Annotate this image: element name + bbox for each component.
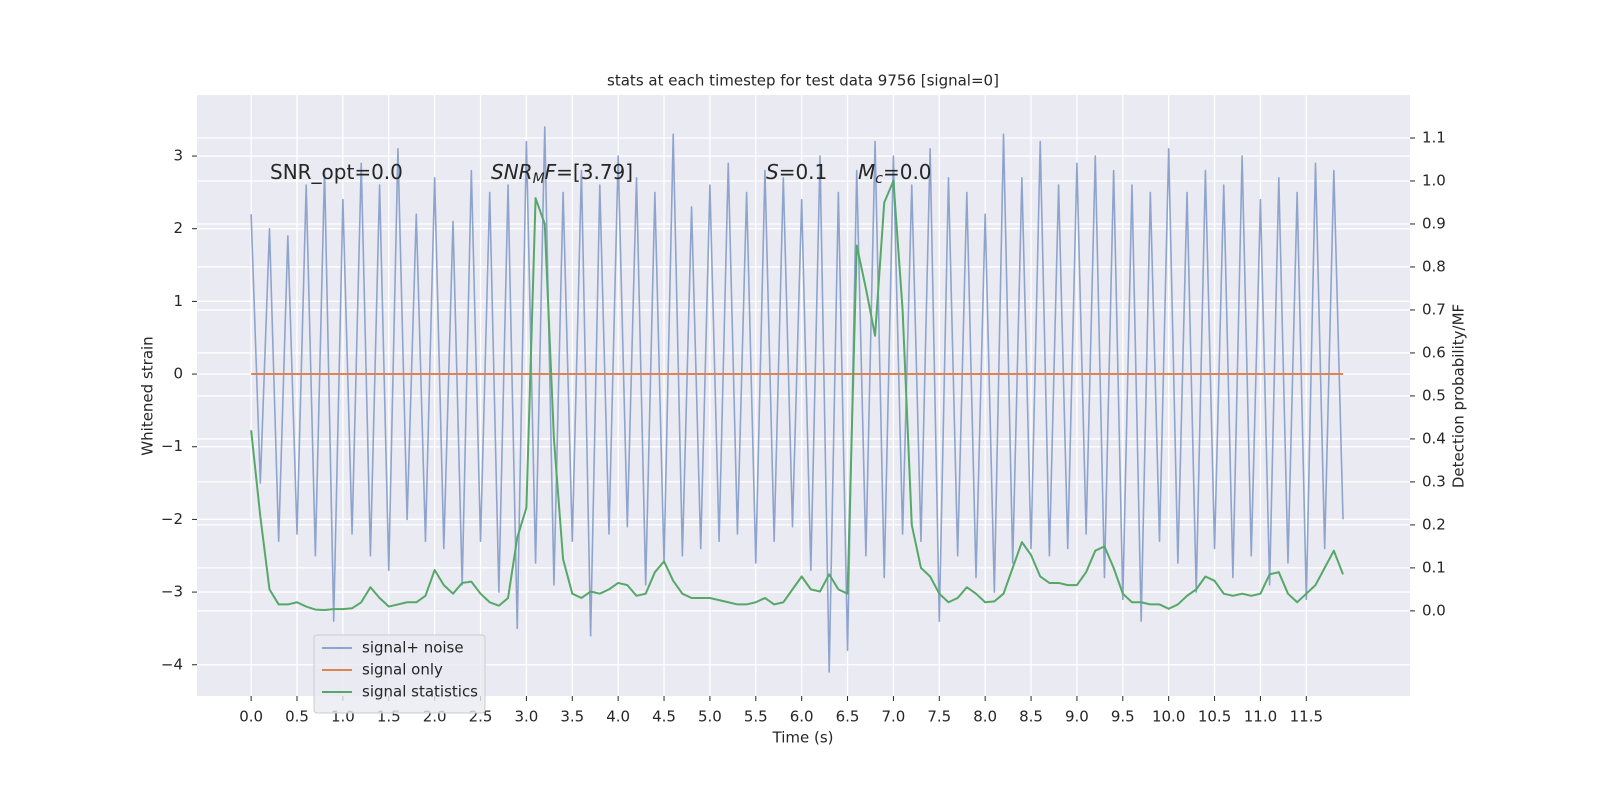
y2-tick-label: 0.3: [1422, 472, 1446, 490]
x-tick-label: 3.0: [514, 708, 538, 726]
y2-tick-label: 0.8: [1422, 257, 1446, 275]
y2-tick-label: 0.0: [1422, 601, 1446, 619]
series-line: [250, 126, 1344, 673]
x-tick-label: 5.5: [744, 708, 768, 726]
y-tick-label: −4: [161, 655, 183, 673]
annotation-part: SNR_opt=0.0: [270, 160, 403, 184]
annotation: SNR_opt=0.0: [270, 160, 403, 184]
legend: signal+ noise signal only signal statistic…: [313, 634, 486, 714]
annotation-part: M: [858, 160, 875, 184]
x-tick-label: 9.0: [1065, 708, 1089, 726]
x-tick-label: 0.5: [285, 708, 309, 726]
y2-tick-label: 0.6: [1422, 343, 1446, 361]
x-tick-label: 7.0: [881, 708, 905, 726]
legend-box: [313, 634, 486, 714]
y-tick-label: 3: [173, 147, 183, 165]
y-tick-label: 1: [173, 292, 183, 310]
x-tick-label: 6.5: [836, 708, 860, 726]
y2-tick-label: 1.1: [1422, 128, 1446, 146]
annotation: Mc=0.0: [858, 160, 932, 188]
annotations: SNR_opt=0.0 SNRMF=[3.79] S=0.1 Mc=0.0: [270, 160, 932, 188]
y-tick-label: 0: [173, 365, 183, 383]
x-tick-label: 11.5: [1290, 708, 1323, 726]
y-tick-label: 2: [173, 219, 183, 237]
x-tick-label: 8.0: [973, 708, 997, 726]
y2-tick-label: 0.4: [1422, 429, 1446, 447]
annotation-part: F: [545, 160, 557, 184]
x-tick-label: 9.5: [1111, 708, 1135, 726]
x-tick-label: 5.0: [698, 708, 722, 726]
x-tick-label: 4.0: [606, 708, 630, 726]
axes: 0.0 0.5 1.0 1.5 2.0 2.5 3.0 3.5 4.0 4.5 5.0 5.5 6.0 6…: [161, 128, 1446, 725]
legend-label: signal only: [362, 661, 443, 679]
y-axis-label: Whitened strain: [139, 336, 157, 455]
y2-axis-label: Detection probability/MF: [1450, 304, 1468, 488]
y2-tick-label: 0.5: [1422, 386, 1446, 404]
annotation-part: c: [875, 171, 883, 187]
y2-tick-label: 0.9: [1422, 214, 1446, 232]
x-tick-label: 4.5: [652, 708, 676, 726]
x-tick-label: 7.5: [927, 708, 951, 726]
y2-tick-label: 0.1: [1422, 558, 1446, 576]
series-lines: [250, 126, 1344, 673]
chart-title: stats at each timestep for test data 975…: [607, 72, 999, 90]
y-tick-label: −2: [161, 510, 183, 528]
series-line: [250, 179, 1344, 612]
x-axis-label: Time (s): [772, 729, 834, 747]
legend-label: signal+ noise: [362, 639, 464, 657]
y2-tick-label: 0.2: [1422, 515, 1446, 533]
x-tick-label: 10.0: [1152, 708, 1185, 726]
annotation-part: SNR: [491, 160, 533, 184]
annotation: SNRMF=[3.79]: [491, 160, 633, 188]
annotation-part: M: [533, 171, 545, 187]
x-tick-label: 6.0: [790, 708, 814, 726]
y2-tick-label: 0.7: [1422, 300, 1446, 318]
annotation-part: S: [766, 160, 779, 184]
annotation: S=0.1: [766, 160, 827, 184]
y2-tick-label: 1.0: [1422, 171, 1446, 189]
annotation-part: =0.0: [883, 160, 932, 184]
y-tick-label: −3: [161, 583, 183, 601]
x-tick-label: 8.5: [1019, 708, 1043, 726]
y-tick-label: −1: [161, 437, 183, 455]
annotation-part: =[3.79]: [556, 160, 633, 184]
legend-label: signal statistics: [362, 683, 478, 701]
x-tick-label: 11.0: [1244, 708, 1277, 726]
annotation-part: =0.1: [779, 160, 828, 184]
x-tick-label: 3.5: [560, 708, 584, 726]
x-tick-label: 0.0: [239, 708, 263, 726]
x-tick-label: 10.5: [1198, 708, 1231, 726]
